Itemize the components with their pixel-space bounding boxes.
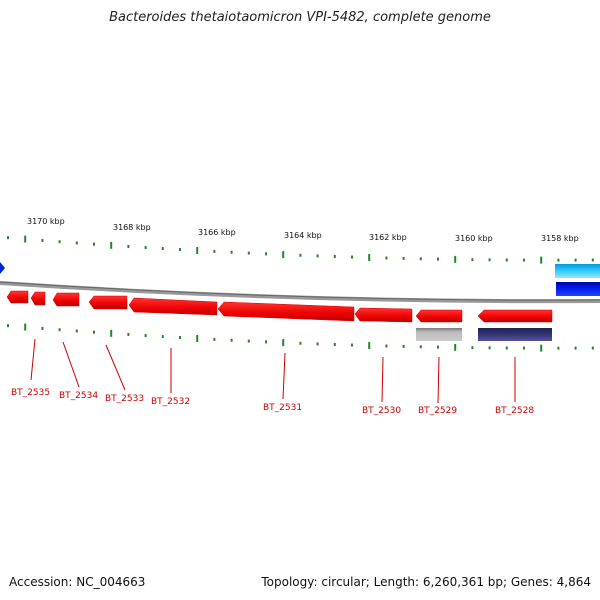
gene-label-bt-2535[interactable]: BT_2535 xyxy=(11,388,50,398)
tick-label: 3166 kbp xyxy=(198,228,236,237)
tick-label: 3158 kbp xyxy=(541,234,579,243)
genome-backbone xyxy=(0,281,600,304)
leader-line-bt-2529 xyxy=(437,356,440,404)
blue-feature xyxy=(556,282,600,296)
tick-label: 3160 kbp xyxy=(455,234,493,243)
gene-label-bt-2529[interactable]: BT_2529 xyxy=(418,406,457,416)
leader-line-bt-2534 xyxy=(62,341,80,388)
tick-label: 3162 kbp xyxy=(369,233,407,242)
gene-arrow-bt-2529[interactable] xyxy=(415,309,463,323)
genome-backbone-highlight xyxy=(0,281,600,301)
gene-label-bt-2532[interactable]: BT_2532 xyxy=(151,397,190,407)
gene-arrow-bt-2530[interactable] xyxy=(354,307,413,323)
left-edge-feature xyxy=(0,262,5,274)
gene-label-bt-2534[interactable]: BT_2534 xyxy=(59,391,98,401)
leader-line-bt-2530 xyxy=(381,356,384,403)
gene-arrow-bt-2534[interactable] xyxy=(30,291,46,306)
leader-line-bt-2533 xyxy=(105,344,126,391)
tick-label: 3164 kbp xyxy=(284,231,322,240)
leader-line-bt-2531 xyxy=(282,352,286,400)
gene-label-bt-2530[interactable]: BT_2530 xyxy=(362,406,401,416)
gene-arrow-bt-2535[interactable] xyxy=(6,290,29,304)
accession-text: Accession: NC_004663 xyxy=(9,575,146,589)
tick-label: 3170 kbp xyxy=(27,217,65,226)
tick-label: 3168 kbp xyxy=(113,223,151,232)
gene-label-bt-2533[interactable]: BT_2533 xyxy=(105,394,144,404)
leader-line-bt-2535 xyxy=(30,338,36,381)
genome-summary-text: Topology: circular; Length: 6,260,361 bp… xyxy=(261,575,591,589)
gene-arrow-bt-2531[interactable] xyxy=(217,301,355,322)
grey-feature xyxy=(416,328,462,341)
gene-label-bt-2531[interactable]: BT_2531 xyxy=(263,403,302,413)
gene-arrow-bt-2533[interactable] xyxy=(52,292,80,307)
gene-arrow-bt-2528[interactable] xyxy=(477,309,553,323)
gene-arrow-bt-2531-a[interactable] xyxy=(128,297,218,316)
upper-tick-row xyxy=(7,235,594,264)
map-title: Bacteroides thetaiotaomicron VPI-5482, c… xyxy=(109,10,491,25)
navy-feature xyxy=(478,328,552,341)
cyan-feature xyxy=(555,264,600,278)
lower-tick-row xyxy=(7,323,594,352)
gene-arrow-bt-2532[interactable] xyxy=(88,295,128,310)
gene-label-bt-2528[interactable]: BT_2528 xyxy=(495,406,534,416)
